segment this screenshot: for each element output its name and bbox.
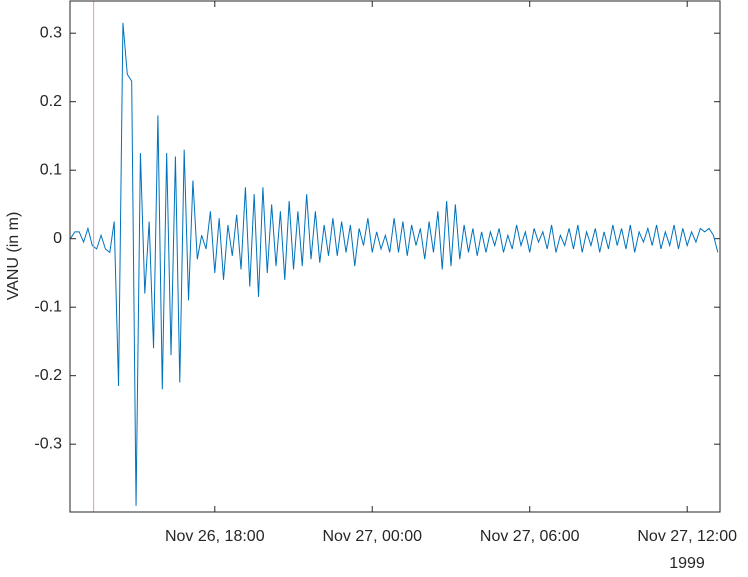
y-tick-label: 0.2	[40, 93, 62, 110]
x-tick-label: Nov 27, 06:00	[480, 528, 580, 545]
x-tick-label: Nov 27, 00:00	[322, 528, 422, 545]
y-tick-label: -0.3	[34, 435, 62, 452]
x-secondary-label: 1999	[669, 555, 705, 572]
x-tick-label: Nov 26, 18:00	[165, 528, 265, 545]
y-tick-label: 0.3	[40, 24, 62, 41]
data-line	[70, 22, 719, 506]
y-tick-label: 0	[53, 230, 62, 247]
y-tick-label: -0.1	[34, 298, 62, 315]
y-tick-label: -0.2	[34, 367, 62, 384]
plot-frame	[69, 0, 721, 513]
y-axis-label: VANU (in m)	[5, 212, 22, 301]
x-tick-label: Nov 27, 12:00	[637, 528, 737, 545]
y-tick-label: 0.1	[40, 161, 62, 178]
plot-area	[70, 1, 720, 512]
